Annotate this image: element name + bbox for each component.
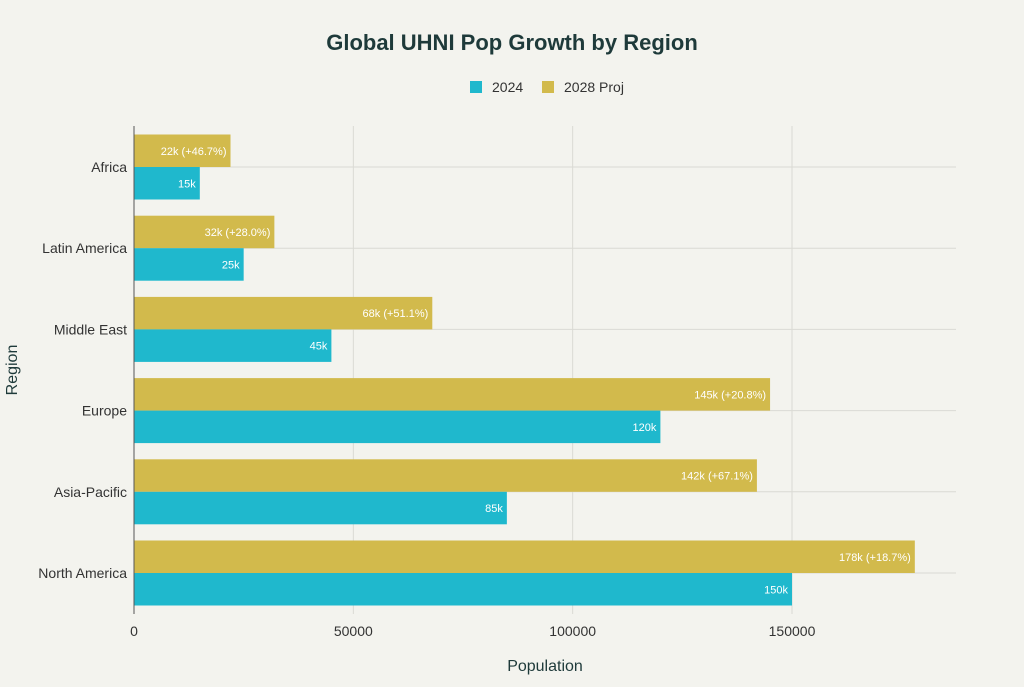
bar-2024 xyxy=(134,573,792,606)
bar-2028-proj xyxy=(134,540,915,573)
y-tick-labels: Africa Latin America Middle East Europe Asia… xyxy=(38,159,127,581)
bar-2024 xyxy=(134,329,332,362)
data-label: 150k xyxy=(764,584,788,596)
bar-2028-proj xyxy=(134,459,757,492)
data-label: 15k xyxy=(178,178,196,190)
data-label: 22k (+46.7%) xyxy=(161,146,227,158)
bar-2028-proj xyxy=(134,215,275,249)
data-label: 68k (+51.1%) xyxy=(363,308,429,320)
data-label: 25k xyxy=(222,259,240,271)
bar-2024 xyxy=(134,248,244,281)
bar-2024 xyxy=(134,167,200,200)
y-tick-label: Europe xyxy=(82,403,127,419)
y-axis-label: Region xyxy=(4,345,21,396)
data-label: 45k xyxy=(310,341,328,353)
x-tick-label: 0 xyxy=(130,623,138,639)
x-tick-labels: 0 50000 100000 150000 xyxy=(130,623,815,639)
data-label: 142k (+67.1%) xyxy=(681,471,753,483)
bar-2028-proj xyxy=(134,134,231,167)
data-label: 32k (+28.0%) xyxy=(205,227,271,239)
bar-2028-proj xyxy=(134,296,433,330)
x-tick-label: 150000 xyxy=(769,623,816,639)
data-label: 145k (+20.8%) xyxy=(694,389,766,401)
bars: 22k (+46.7%) 15k 32k (+28.0%) 25k 68k (+51.1… xyxy=(134,134,915,606)
y-tick-label: Asia-Pacific xyxy=(54,484,127,500)
y-tick-label: Latin America xyxy=(42,240,127,256)
x-tick-label: 100000 xyxy=(549,623,596,639)
data-label: 178k (+18.7%) xyxy=(839,552,911,564)
x-axis-label: Population xyxy=(507,658,583,675)
legend: 2024 2028 Proj xyxy=(470,79,624,95)
legend-label: 2028 Proj xyxy=(564,79,624,95)
y-tick-label: Middle East xyxy=(54,321,127,337)
y-tick-label: Africa xyxy=(91,159,127,175)
bar-2024 xyxy=(134,491,507,525)
data-label: 85k xyxy=(485,503,503,515)
legend-swatch xyxy=(470,81,482,93)
x-tick-label: 50000 xyxy=(334,623,373,639)
bar-2028-proj xyxy=(134,378,771,411)
legend-swatch xyxy=(542,81,554,93)
bar-2024 xyxy=(134,410,661,444)
legend-label: 2024 xyxy=(492,79,523,95)
y-tick-label: North America xyxy=(38,565,127,581)
chart-title: Global UHNI Pop Growth by Region xyxy=(326,30,698,55)
data-label: 120k xyxy=(633,422,657,434)
